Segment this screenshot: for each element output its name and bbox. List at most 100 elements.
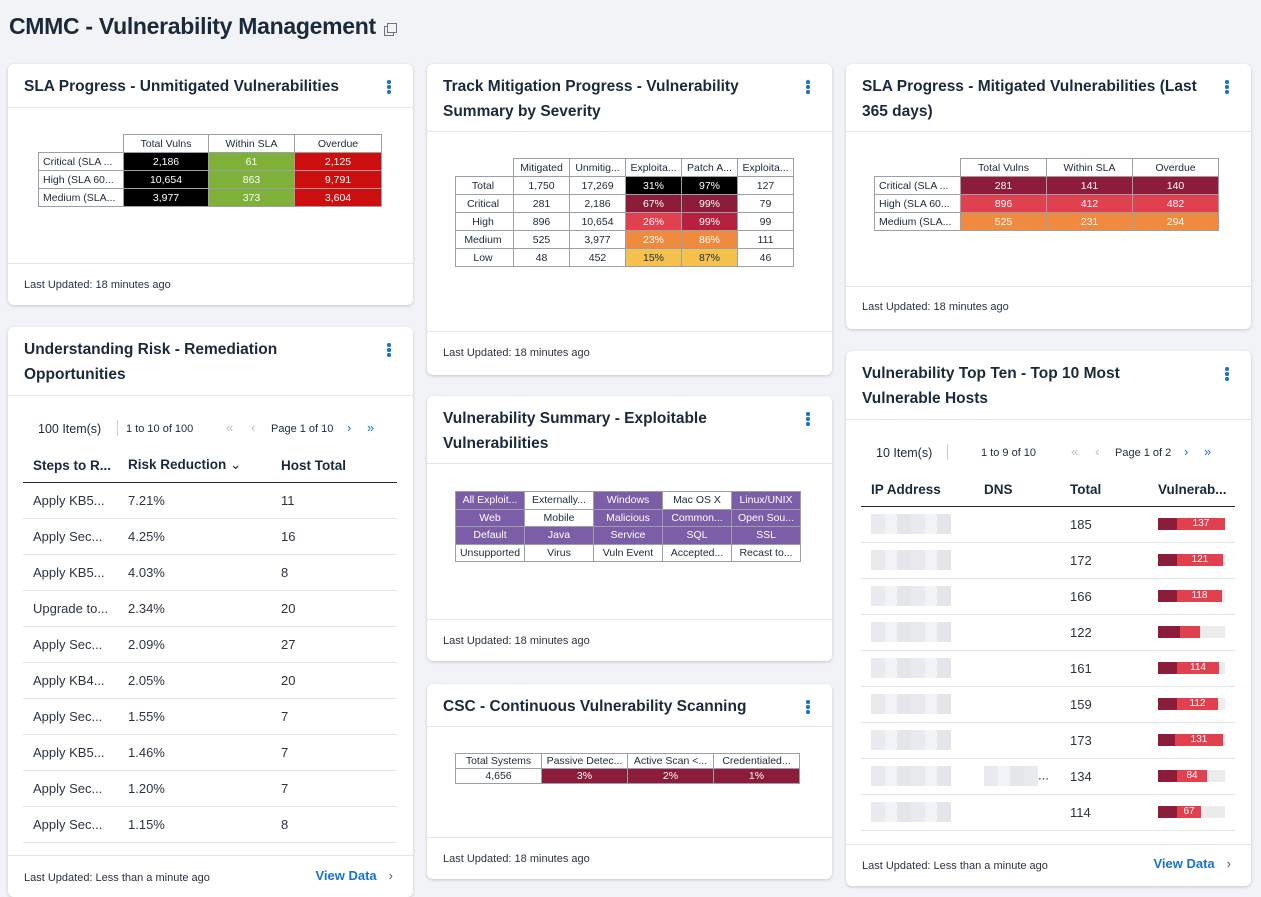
column-header-ip[interactable]: IP Address: [861, 473, 974, 507]
column-header-dns[interactable]: DNS: [974, 473, 1060, 507]
exploit-cell[interactable]: Default: [455, 526, 525, 545]
matrix-cell[interactable]: 99%: [681, 212, 738, 231]
copy-icon[interactable]: [383, 23, 397, 36]
csc-cell[interactable]: 1%: [713, 768, 800, 784]
exploit-cell[interactable]: Windows: [593, 491, 663, 510]
csc-cell[interactable]: 4,656: [455, 768, 542, 784]
matrix-cell[interactable]: 452: [569, 248, 626, 267]
exploit-cell[interactable]: Vuln Event: [593, 543, 663, 562]
exploit-cell[interactable]: Open Sou...: [731, 508, 801, 527]
matrix-cell[interactable]: 2,125: [294, 152, 382, 171]
table-row[interactable]: Apply KB4... 2.05% 20: [23, 662, 397, 699]
matrix-cell[interactable]: 10,654: [123, 170, 209, 189]
matrix-cell[interactable]: 3,977: [123, 188, 209, 207]
table-row[interactable]: 161 114: [861, 650, 1235, 687]
table-row[interactable]: 185 137: [861, 506, 1235, 543]
matrix-cell[interactable]: 231: [1046, 212, 1133, 231]
matrix-cell[interactable]: 896: [960, 194, 1047, 213]
next-page-icon[interactable]: ›: [347, 420, 352, 435]
kebab-menu-icon[interactable]: [806, 80, 810, 94]
column-header-host-total[interactable]: Host Total: [271, 449, 397, 483]
matrix-cell[interactable]: 61: [208, 152, 295, 171]
matrix-cell[interactable]: 141: [1046, 176, 1133, 195]
next-page-icon[interactable]: ›: [1184, 444, 1189, 459]
table-row[interactable]: Apply Sec... 1.15% 8: [23, 806, 397, 843]
table-row[interactable]: Apply Sec... 1.55% 7: [23, 698, 397, 735]
matrix-cell[interactable]: 863: [208, 170, 295, 189]
view-data-link[interactable]: View Data ›: [1153, 856, 1231, 871]
last-page-icon[interactable]: »: [1204, 444, 1212, 459]
matrix-cell[interactable]: 2,186: [569, 194, 626, 213]
prev-page-icon[interactable]: ‹: [251, 420, 256, 435]
prev-page-icon[interactable]: ‹: [1095, 444, 1100, 459]
matrix-cell[interactable]: 525: [960, 212, 1047, 231]
matrix-cell[interactable]: 86%: [681, 230, 738, 249]
matrix-cell[interactable]: 281: [513, 194, 570, 213]
matrix-cell[interactable]: 99: [737, 212, 794, 231]
matrix-cell[interactable]: 87%: [681, 248, 738, 267]
matrix-cell[interactable]: 373: [208, 188, 295, 207]
exploit-cell[interactable]: Mac OS X: [662, 491, 732, 510]
matrix-cell[interactable]: 2,186: [123, 152, 209, 171]
matrix-cell[interactable]: 97%: [681, 176, 738, 195]
exploit-cell[interactable]: Java: [524, 526, 594, 545]
matrix-cell[interactable]: 67%: [625, 194, 682, 213]
exploit-cell[interactable]: Accepted...: [662, 543, 732, 562]
csc-cell[interactable]: 2%: [627, 768, 714, 784]
exploit-cell[interactable]: Mobile: [524, 508, 594, 527]
table-row[interactable]: 114 67: [861, 794, 1235, 831]
exploit-cell[interactable]: Malicious: [593, 508, 663, 527]
matrix-cell[interactable]: 111: [737, 230, 794, 249]
view-data-link[interactable]: View Data ›: [315, 868, 393, 883]
matrix-cell[interactable]: 10,654: [569, 212, 626, 231]
table-row[interactable]: Apply Sec... 2.09% 27: [23, 626, 397, 663]
table-row[interactable]: Apply Sec... 4.25% 16: [23, 518, 397, 555]
table-row[interactable]: 172 121: [861, 542, 1235, 579]
matrix-cell[interactable]: 17,269: [569, 176, 626, 195]
column-header-total[interactable]: Total: [1060, 473, 1148, 507]
severity-bar[interactable]: 114: [1158, 662, 1225, 674]
matrix-cell[interactable]: 412: [1046, 194, 1133, 213]
matrix-cell[interactable]: 9,791: [294, 170, 382, 189]
severity-bar[interactable]: [1158, 626, 1225, 638]
matrix-cell[interactable]: 482: [1132, 194, 1219, 213]
table-row[interactable]: 122: [861, 614, 1235, 651]
severity-bar[interactable]: 121: [1158, 554, 1225, 566]
exploit-cell[interactable]: Linux/UNIX: [731, 491, 801, 510]
table-row[interactable]: Upgrade to... 2.34% 20: [23, 590, 397, 627]
exploit-cell[interactable]: SQL: [662, 526, 732, 545]
matrix-cell[interactable]: 79: [737, 194, 794, 213]
matrix-cell[interactable]: 99%: [681, 194, 738, 213]
column-header-vulnerabilities[interactable]: Vulnerab...: [1148, 473, 1235, 507]
kebab-menu-icon[interactable]: [806, 412, 810, 426]
csc-cell[interactable]: 3%: [541, 768, 628, 784]
exploit-cell[interactable]: Virus: [524, 543, 594, 562]
kebab-menu-icon[interactable]: [387, 80, 391, 94]
kebab-menu-icon[interactable]: [1225, 367, 1229, 381]
exploit-cell[interactable]: SSL: [731, 526, 801, 545]
matrix-cell[interactable]: 15%: [625, 248, 682, 267]
severity-bar[interactable]: 131: [1158, 734, 1225, 746]
table-row[interactable]: Apply KB5... 1.46% 7: [23, 734, 397, 771]
matrix-cell[interactable]: 140: [1132, 176, 1219, 195]
column-header-steps[interactable]: Steps to R...: [23, 449, 118, 483]
matrix-cell[interactable]: 48: [513, 248, 570, 267]
severity-bar[interactable]: 137: [1158, 518, 1225, 530]
exploit-cell[interactable]: Externally...: [524, 491, 594, 510]
matrix-cell[interactable]: 281: [960, 176, 1047, 195]
matrix-cell[interactable]: 3,977: [569, 230, 626, 249]
matrix-cell[interactable]: 23%: [625, 230, 682, 249]
exploit-cell[interactable]: Web: [455, 508, 525, 527]
last-page-icon[interactable]: »: [367, 420, 375, 435]
matrix-cell[interactable]: 294: [1132, 212, 1219, 231]
first-page-icon[interactable]: «: [1071, 444, 1079, 459]
kebab-menu-icon[interactable]: [806, 700, 810, 714]
matrix-cell[interactable]: 127: [737, 176, 794, 195]
table-row[interactable]: 166 118: [861, 578, 1235, 615]
first-page-icon[interactable]: «: [226, 420, 234, 435]
table-row[interactable]: 173 131: [861, 722, 1235, 759]
kebab-menu-icon[interactable]: [1225, 80, 1229, 94]
exploit-cell[interactable]: Service: [593, 526, 663, 545]
table-row[interactable]: Apply Sec... 1.20% 7: [23, 770, 397, 807]
severity-bar[interactable]: 118: [1158, 590, 1225, 602]
